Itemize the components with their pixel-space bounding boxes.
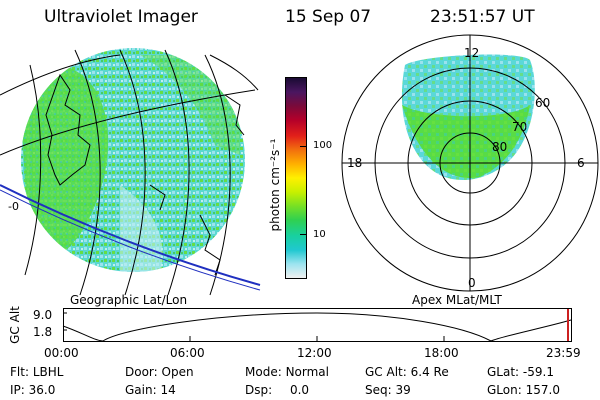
status-dsp: Dsp: 0.0 bbox=[245, 383, 309, 397]
ip-value: 36.0 bbox=[28, 383, 56, 397]
status-gain: Gain: 14 bbox=[125, 383, 176, 397]
glon-label: GLon: bbox=[487, 383, 522, 397]
timeline-x-tick-3: 18:00 bbox=[424, 346, 459, 360]
filter-value: LBHL bbox=[32, 365, 64, 379]
colorbar-unit-label: photon cm⁻²s⁻¹ bbox=[268, 138, 282, 232]
seq-label: Seq: bbox=[365, 383, 392, 397]
status-mode: Mode: Normal bbox=[245, 365, 329, 379]
geographic-caption: Geographic Lat/Lon bbox=[70, 293, 188, 307]
door-label: Door: bbox=[125, 365, 158, 379]
colorbar-tick-100-label: 100 bbox=[313, 140, 333, 151]
mlt-label-0: 0 bbox=[468, 276, 476, 290]
mode-label: Mode: bbox=[245, 365, 282, 379]
status-filter: Flt: LBHL bbox=[10, 365, 63, 379]
status-seq: Seq: 39 bbox=[365, 383, 411, 397]
mlt-label-18: 18 bbox=[347, 156, 363, 170]
status-glon: GLon: 157.0 bbox=[487, 383, 560, 397]
dsp-label: Dsp: bbox=[245, 383, 273, 397]
timeline-y-label: GC Alt bbox=[8, 306, 22, 344]
door-value: Open bbox=[161, 365, 194, 379]
gcalt-label: GC Alt: bbox=[365, 365, 407, 379]
mlt-label-12: 12 bbox=[464, 46, 480, 60]
mlat-label-80: 80 bbox=[492, 140, 508, 154]
polar-map bbox=[341, 34, 599, 292]
timeline-x-tick-2: 12:00 bbox=[297, 346, 332, 360]
status-glat: GLat: -59.1 bbox=[487, 365, 554, 379]
colorbar-tick-100 bbox=[300, 146, 306, 147]
timeline-x-tick-0: 00:00 bbox=[44, 346, 79, 360]
colorbar-tick-10 bbox=[300, 234, 306, 235]
altitude-timeline bbox=[62, 308, 572, 342]
date-label: 15 Sep 07 bbox=[285, 7, 372, 27]
timeline-y-tick-low: 1.8 bbox=[33, 325, 53, 339]
status-door: Door: Open bbox=[125, 365, 194, 379]
timeline-x-tick-4: 23:59 bbox=[546, 346, 581, 360]
instrument-title: Ultraviolet Imager bbox=[44, 7, 198, 27]
timeline-y-tick-high: 9.0 bbox=[33, 308, 53, 322]
mlat-label-70: 70 bbox=[512, 120, 528, 134]
gcalt-value: 6.4 Re bbox=[410, 365, 449, 379]
timeline-x-tick-1: 06:00 bbox=[170, 346, 205, 360]
glat-value: -59.1 bbox=[522, 365, 554, 379]
status-ip: IP: 36.0 bbox=[10, 383, 55, 397]
colorbar-tick-10-label: 10 bbox=[313, 229, 326, 240]
gain-label: Gain: bbox=[125, 383, 157, 397]
mlat-label-60: 60 bbox=[535, 96, 551, 110]
glon-value: 157.0 bbox=[525, 383, 560, 397]
filter-label: Flt: bbox=[10, 365, 29, 379]
gain-value: 14 bbox=[160, 383, 176, 397]
status-gcalt: GC Alt: 6.4 Re bbox=[365, 365, 449, 379]
ip-label: IP: bbox=[10, 383, 25, 397]
glat-label: GLat: bbox=[487, 365, 520, 379]
polar-caption: Apex MLat/MLT bbox=[412, 293, 502, 307]
time-label: 23:51:57 UT bbox=[430, 7, 535, 27]
dsp-value: 0.0 bbox=[289, 383, 310, 397]
seq-value: 39 bbox=[395, 383, 411, 397]
mode-value: Normal bbox=[285, 365, 329, 379]
colorbar bbox=[285, 77, 307, 279]
geographic-map bbox=[0, 48, 261, 296]
map-edge-label: -0 bbox=[8, 200, 19, 213]
mlt-label-6: 6 bbox=[577, 156, 585, 170]
colorbar-gradient bbox=[286, 78, 306, 278]
